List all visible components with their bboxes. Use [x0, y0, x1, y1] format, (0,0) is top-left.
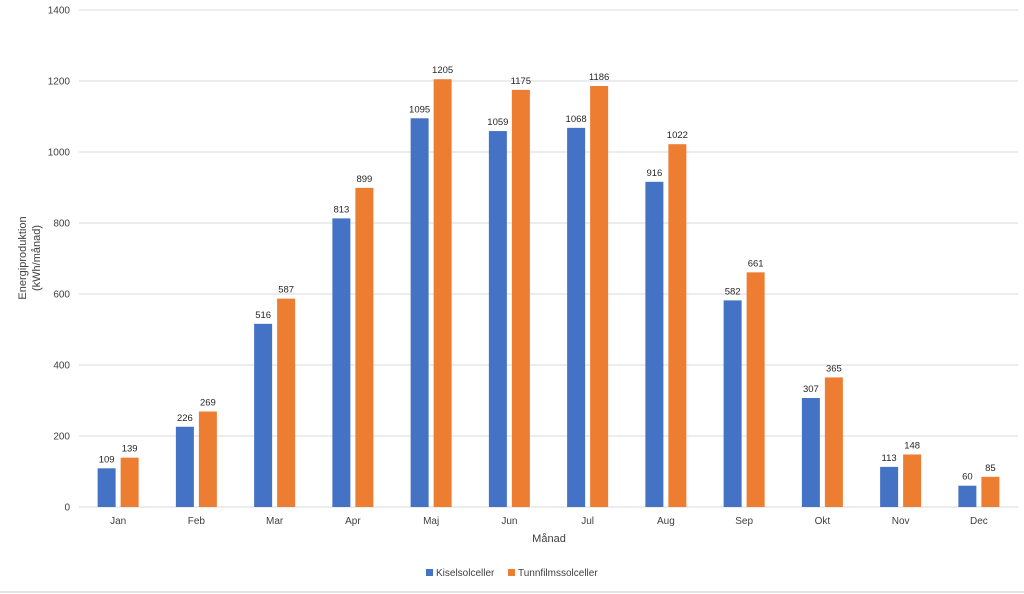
legend-label-tunnfilmssolceller: Tunnfilmssolceller — [518, 568, 598, 579]
y-tick-label: 1000 — [48, 148, 71, 159]
x-tick-label-nov: Nov — [892, 516, 910, 527]
data-label-kiselsolceller-jun: 1059 — [487, 117, 508, 128]
data-label-tunnfilmssolceller-jun: 1175 — [511, 76, 531, 87]
x-tick-label-jun: Jun — [501, 516, 517, 527]
bar-kiselsolceller-feb — [175, 426, 194, 507]
x-tick-label-maj: Maj — [423, 516, 439, 527]
y-tick-label: 200 — [53, 432, 70, 443]
bar-tunnfilmssolceller-dec — [981, 476, 1000, 507]
gridlines — [79, 9, 1018, 508]
x-tick-label-sep: Sep — [735, 516, 753, 527]
bar-tunnfilmssolceller-apr — [355, 187, 374, 508]
data-labels: 109 139 226 269 516 587 813 899 1095 1205 1059 1175… — [99, 65, 996, 482]
x-tick-label-jul: Jul — [581, 516, 594, 527]
bar-kiselsolceller-maj — [410, 118, 429, 508]
data-label-kiselsolceller-jul: 1068 — [566, 114, 587, 125]
x-axis-title: Månad — [532, 533, 566, 545]
y-axis-title-line-1: Energiproduktion — [17, 216, 29, 299]
y-tick-label: 800 — [53, 219, 70, 230]
data-label-tunnfilmssolceller-apr: 899 — [356, 174, 372, 185]
bar-tunnfilmssolceller-sep — [746, 272, 765, 507]
x-tick-label-jan: Jan — [110, 516, 126, 527]
data-label-kiselsolceller-dec: 60 — [962, 472, 973, 483]
bar-tunnfilmssolceller-okt — [824, 377, 843, 507]
data-label-tunnfilmssolceller-nov: 148 — [904, 440, 920, 451]
legend-label-kiselsolceller: Kiselsolceller — [436, 568, 495, 579]
y-tick-label: 600 — [53, 290, 70, 301]
data-label-tunnfilmssolceller-maj: 1205 — [432, 65, 453, 76]
data-label-kiselsolceller-maj: 1095 — [409, 104, 430, 115]
legend: Kiselsolceller Tunnfilmssolceller — [426, 568, 598, 579]
bar-kiselsolceller-aug — [645, 181, 664, 507]
x-tick-label-aug: Aug — [657, 516, 675, 527]
y-axis-title-line-2: (kWh/månad) — [31, 225, 43, 291]
data-label-tunnfilmssolceller-dec: 85 — [985, 463, 996, 474]
data-label-kiselsolceller-aug: 916 — [646, 168, 662, 179]
data-label-kiselsolceller-nov: 113 — [882, 453, 897, 464]
bars — [97, 79, 1000, 508]
x-tick-label-okt: Okt — [815, 516, 831, 527]
bar-kiselsolceller-jan — [97, 468, 116, 507]
bar-tunnfilmssolceller-jul — [590, 85, 609, 507]
bar-kiselsolceller-dec — [958, 485, 977, 507]
bar-kiselsolceller-nov — [880, 466, 899, 507]
x-tick-label-mar: Mar — [266, 516, 284, 527]
data-label-tunnfilmssolceller-sep: 661 — [748, 258, 764, 269]
data-label-tunnfilmssolceller-okt: 365 — [826, 363, 842, 374]
data-label-kiselsolceller-jan: 109 — [99, 454, 115, 465]
bar-tunnfilmssolceller-maj — [433, 79, 452, 507]
bar-tunnfilmssolceller-jun — [511, 89, 530, 507]
y-tick-label: 0 — [64, 503, 70, 514]
y-axis-ticks: 0 200 400 600 800 1000 1200 1400 — [48, 6, 71, 514]
bar-tunnfilmssolceller-jan — [120, 457, 139, 507]
x-tick-label-dec: Dec — [970, 516, 988, 527]
data-label-kiselsolceller-okt: 307 — [803, 384, 819, 395]
bar-tunnfilmssolceller-feb — [198, 411, 217, 507]
bar-kiselsolceller-jul — [567, 127, 586, 508]
bar-kiselsolceller-mar — [254, 323, 273, 507]
legend-swatch-kiselsolceller — [426, 569, 433, 576]
bar-tunnfilmssolceller-nov — [903, 454, 922, 507]
data-label-kiselsolceller-mar: 516 — [255, 310, 271, 321]
bar-tunnfilmssolceller-mar — [277, 298, 296, 507]
y-tick-label: 400 — [53, 361, 70, 372]
bar-kiselsolceller-jun — [488, 131, 507, 507]
data-label-tunnfilmssolceller-mar: 587 — [278, 285, 294, 296]
x-axis-ticks: Jan Feb Mar Apr Maj Jun Jul Aug Sep Okt Nov Dec — [110, 516, 988, 527]
y-tick-label: 1200 — [48, 77, 71, 88]
data-label-tunnfilmssolceller-feb: 269 — [200, 398, 216, 409]
bar-kiselsolceller-sep — [723, 300, 742, 507]
legend-swatch-tunnfilmssolceller — [508, 569, 515, 576]
bar-kiselsolceller-apr — [332, 218, 351, 507]
data-label-tunnfilmssolceller-jul: 1186 — [589, 72, 609, 83]
x-tick-label-feb: Feb — [188, 516, 206, 527]
data-label-kiselsolceller-feb: 226 — [177, 413, 193, 424]
data-label-tunnfilmssolceller-jan: 139 — [122, 444, 138, 455]
bar-tunnfilmssolceller-aug — [668, 144, 687, 507]
data-label-kiselsolceller-apr: 813 — [333, 204, 349, 215]
data-label-tunnfilmssolceller-aug: 1022 — [667, 130, 688, 141]
x-tick-label-apr: Apr — [345, 516, 361, 527]
y-tick-label: 1400 — [48, 6, 71, 17]
bar-kiselsolceller-okt — [801, 398, 820, 507]
data-label-kiselsolceller-sep: 582 — [725, 286, 741, 297]
